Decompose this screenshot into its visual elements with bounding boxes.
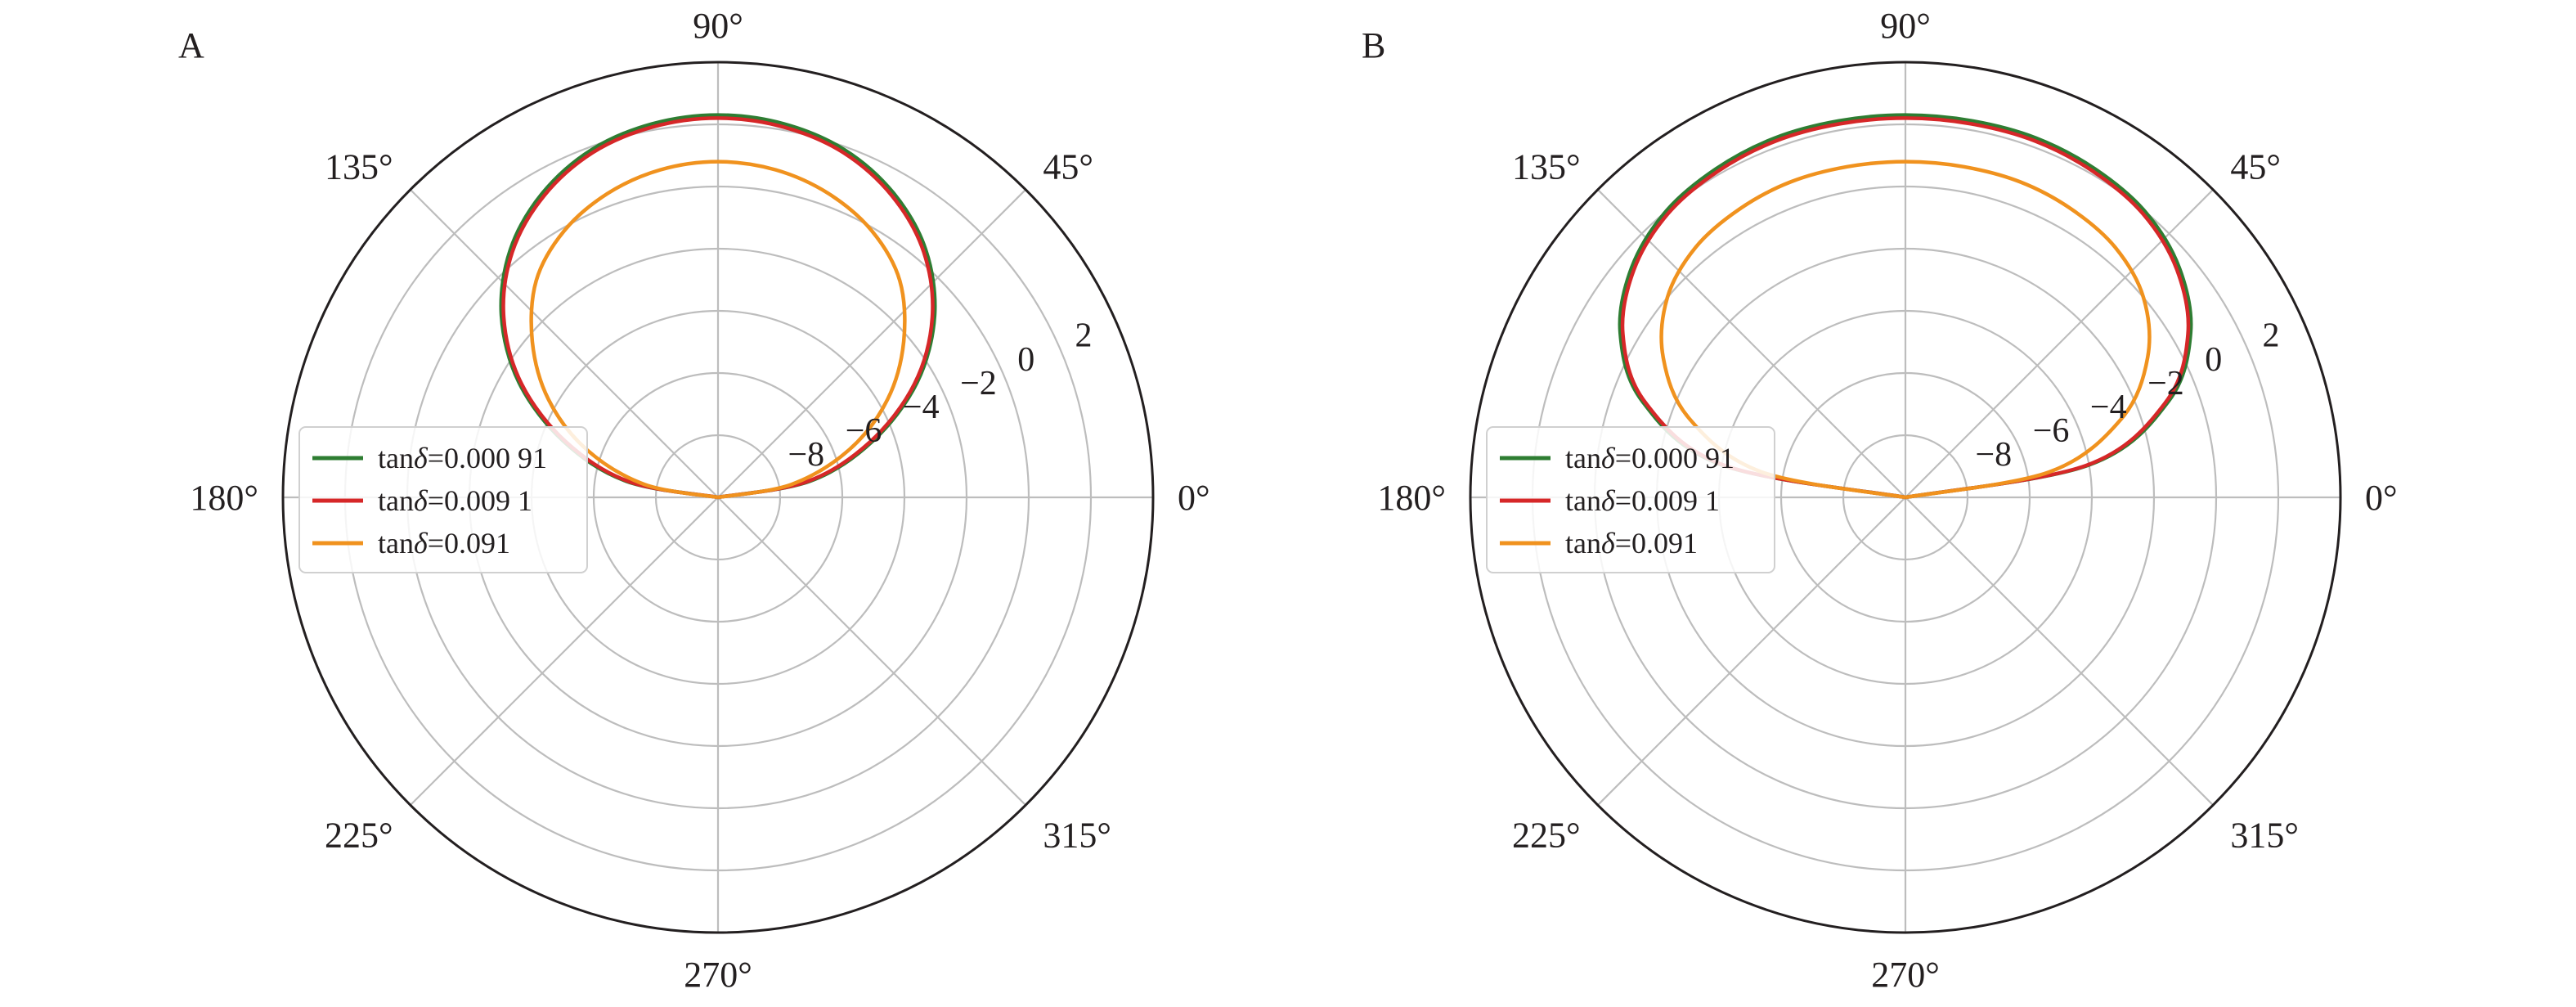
panel-a: A 0°45°90°135°180°225°270°315° −8−6−4−20… — [178, 6, 1210, 995]
radial-tick-label: 2 — [2263, 317, 2280, 355]
legend-label-symbol: δ — [1601, 484, 1616, 517]
legend-label-prefix: tan — [378, 484, 414, 517]
legend-label: tanδ=0.009 1 — [1565, 484, 1720, 517]
legend-label-symbol: δ — [414, 484, 429, 517]
radial-tick-label: 0 — [2205, 341, 2222, 379]
legend-box — [1486, 426, 1775, 573]
radial-tick-label: −4 — [903, 389, 940, 426]
polar-frame — [1469, 61, 2342, 934]
radial-tick-label: −4 — [2090, 389, 2127, 426]
angular-grid-line — [1905, 497, 2214, 806]
radial-tick-label: −8 — [788, 436, 825, 474]
legend-label-symbol: δ — [414, 442, 429, 474]
theta-tick-label: 0° — [2365, 478, 2398, 518]
series-line — [1620, 116, 2191, 500]
legend-label-symbol: δ — [1601, 442, 1616, 474]
theta-tick-label: 180° — [1377, 478, 1446, 518]
theta-tick-labels: 0° 45° 90° 135° 180° 225° 270° 315° — [1377, 6, 2397, 995]
theta-tick-label: 315° — [2230, 815, 2299, 855]
radial-tick-labels: −8 −6 −4 −2 0 2 — [788, 317, 1093, 474]
legend-label-suffix: =0.009 1 — [428, 484, 532, 517]
theta-tick-label: 45° — [2230, 147, 2281, 187]
polar-curves — [1618, 113, 2193, 500]
radial-tick-label: 0 — [1017, 341, 1034, 379]
angular-grid-line — [717, 189, 1026, 498]
angular-grid-line — [1597, 497, 1906, 806]
legend-label-suffix: =0.000 91 — [428, 442, 547, 474]
angular-grid-line — [717, 497, 1026, 806]
legend-label-prefix: tan — [1565, 442, 1601, 474]
legend-label-prefix: tan — [1565, 484, 1601, 517]
legend-label-suffix: =0.009 1 — [1615, 484, 1720, 517]
legend-label-prefix: tan — [1565, 527, 1601, 560]
theta-tick-label: 135° — [1512, 147, 1581, 187]
theta-tick-label: 45° — [1043, 147, 1093, 187]
theta-tick-label: 135° — [325, 147, 393, 187]
theta-tick-label: 90° — [693, 6, 743, 46]
angular-grid-line — [410, 497, 719, 806]
legend-box — [298, 426, 588, 573]
theta-tick-label: 270° — [684, 955, 752, 995]
radial-tick-label: −2 — [960, 365, 997, 402]
theta-tick-labels: 0° 45° 90° 135° 180° 225° 270° 315° — [190, 6, 1209, 995]
panel-label-a: A — [178, 25, 204, 65]
theta-tick-label: 270° — [1871, 955, 1940, 995]
radial-tick-label: −2 — [2147, 365, 2184, 402]
legend-label-symbol: δ — [414, 527, 429, 560]
panel-b: B 0°45°90°135°180°225°270°315° −8−6−4−20… — [1362, 6, 2398, 995]
radial-tick-label: −6 — [846, 412, 882, 450]
theta-tick-label: 90° — [1880, 6, 1931, 46]
angular-grid-line — [1905, 189, 2214, 498]
angular-grid-line — [410, 189, 719, 498]
legend-label-suffix: =0.091 — [428, 527, 510, 560]
polar-outer-circle — [1469, 61, 2342, 934]
theta-tick-label: 225° — [325, 815, 393, 855]
legend-label-symbol: δ — [1601, 527, 1616, 560]
legend-label-suffix: =0.000 91 — [1615, 442, 1735, 474]
polar-outer-circle — [281, 61, 1155, 934]
radial-tick-label: 2 — [1075, 317, 1093, 355]
legend-label: tanδ=0.091 — [378, 527, 510, 560]
legend-label: tanδ=0.091 — [1565, 527, 1698, 560]
theta-tick-label: 315° — [1043, 815, 1111, 855]
legend-label-suffix: =0.091 — [1615, 527, 1698, 560]
series-line — [1618, 113, 2193, 500]
series-line — [529, 160, 907, 500]
theta-tick-label: 225° — [1512, 815, 1581, 855]
radial-tick-labels: −8 −6 −4 −2 0 2 — [1976, 317, 2280, 474]
legend-label: tanδ=0.000 91 — [378, 442, 547, 474]
panel-label-b: B — [1362, 25, 1385, 65]
legend-label-prefix: tan — [378, 527, 414, 560]
legend-label-prefix: tan — [378, 442, 414, 474]
series-line — [501, 116, 935, 500]
legend-label: tanδ=0.009 1 — [378, 484, 532, 517]
radial-tick-label: −6 — [2033, 412, 2070, 450]
series-line — [1659, 160, 2152, 500]
theta-tick-label: 180° — [190, 478, 258, 518]
legend-label: tanδ=0.000 91 — [1565, 442, 1735, 474]
radial-tick-label: −8 — [1976, 436, 2013, 474]
polar-frame — [281, 61, 1155, 934]
polar-curves — [499, 113, 937, 500]
theta-tick-label: 0° — [1178, 478, 1210, 518]
